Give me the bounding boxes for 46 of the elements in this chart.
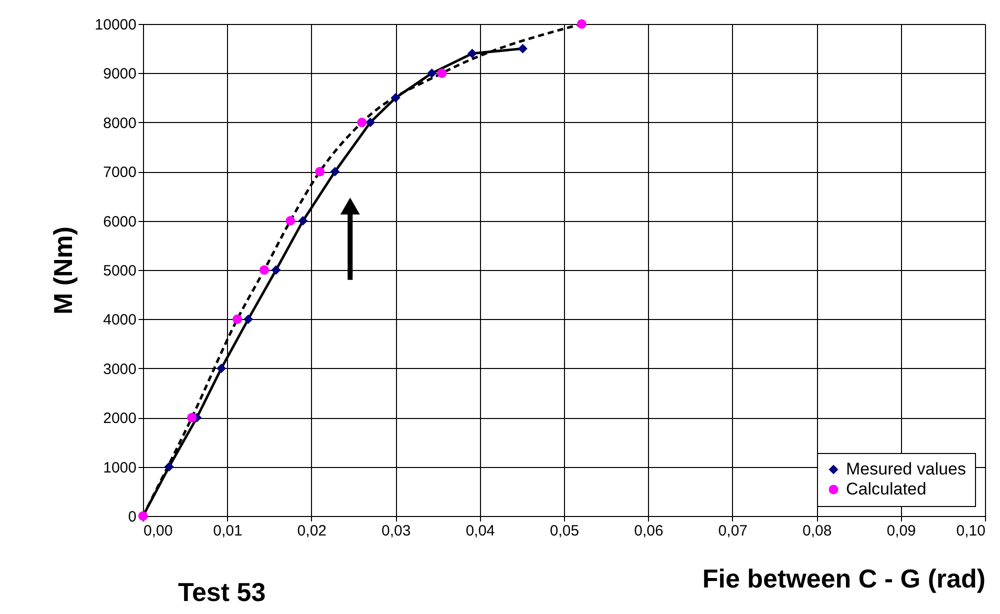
x-tick-label: 0,07 bbox=[718, 522, 748, 540]
y-tick-label: 0 bbox=[128, 508, 136, 526]
y-tick-label: 1000 bbox=[103, 459, 136, 476]
point bbox=[330, 166, 340, 176]
y-tick-label: 2000 bbox=[103, 410, 136, 428]
y-tick-label: 7000 bbox=[103, 164, 136, 182]
point bbox=[357, 118, 367, 128]
point bbox=[576, 19, 586, 29]
x-axis-title: Fie between C - G (rad) bbox=[702, 564, 986, 594]
legend-label: Calculated bbox=[846, 480, 926, 498]
x-tick-label: 0,01 bbox=[213, 522, 242, 540]
point bbox=[427, 68, 437, 78]
y-tick-label: 3000 bbox=[103, 360, 136, 378]
point bbox=[244, 314, 253, 324]
y-tick-label: 4000 bbox=[103, 312, 136, 329]
point bbox=[271, 265, 281, 275]
point bbox=[260, 265, 269, 275]
y-tick-label: 5000 bbox=[103, 262, 136, 280]
point bbox=[187, 412, 197, 422]
y-axis-title: M (Nm) bbox=[48, 226, 78, 315]
point bbox=[232, 314, 242, 324]
point bbox=[366, 118, 376, 128]
x-tick-label: 0,02 bbox=[297, 522, 326, 540]
y-tick-label: 10000 bbox=[94, 16, 136, 34]
y-tick-label: 6000 bbox=[103, 213, 136, 230]
y-tick-label: 8000 bbox=[103, 114, 136, 132]
point bbox=[437, 68, 447, 78]
y-tick-label: 9000 bbox=[103, 66, 136, 83]
x-tick-label: 0,04 bbox=[466, 522, 495, 540]
point bbox=[315, 166, 325, 176]
point bbox=[164, 462, 174, 472]
x-tick-label: 0,00 bbox=[144, 522, 173, 540]
point bbox=[518, 44, 528, 54]
point bbox=[216, 364, 226, 374]
point bbox=[390, 93, 400, 103]
point bbox=[467, 48, 477, 58]
legend-label: Mesured values bbox=[846, 460, 966, 478]
x-tick-label: 0,06 bbox=[634, 522, 664, 540]
x-tick-label: 0,03 bbox=[382, 522, 411, 540]
point bbox=[286, 216, 296, 226]
text: Test 53 bbox=[178, 577, 266, 607]
x-tick-label: 0,08 bbox=[802, 522, 832, 540]
x-tick-label: 0,09 bbox=[886, 522, 916, 540]
x-tick-label: 0,10 bbox=[956, 522, 986, 540]
point bbox=[298, 216, 308, 226]
x-tick-label: 0,05 bbox=[550, 522, 580, 540]
